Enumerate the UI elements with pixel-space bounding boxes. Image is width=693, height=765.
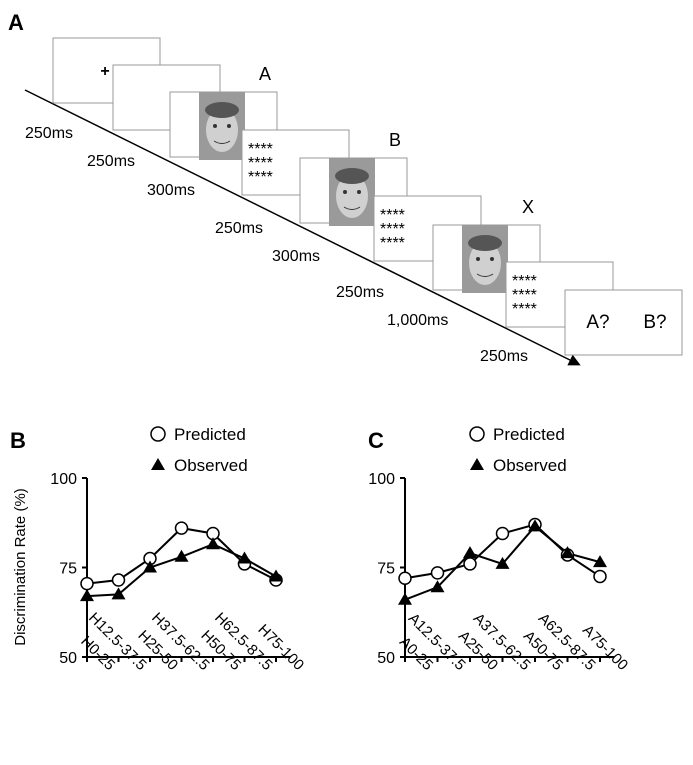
- duration: 1,000ms: [387, 312, 448, 329]
- point: [430, 580, 445, 593]
- mouth: [343, 206, 361, 210]
- point: [593, 569, 607, 584]
- response: A?: [586, 312, 609, 333]
- point: [560, 546, 575, 559]
- point: [269, 569, 283, 582]
- legend-label: Predicted: [493, 425, 565, 444]
- mouth: [213, 140, 231, 144]
- legend-marker: [469, 426, 485, 442]
- y-tick-label: 50: [377, 650, 395, 667]
- timeline: [24, 89, 581, 366]
- fixation: +: [100, 63, 109, 80]
- mouth: [476, 273, 494, 277]
- point: [398, 592, 412, 605]
- point: [206, 537, 220, 550]
- eye: [357, 190, 361, 194]
- mask: ****: [248, 169, 273, 186]
- hair: [335, 168, 369, 184]
- point: [528, 519, 542, 532]
- point: [463, 546, 477, 559]
- mask: ****: [512, 301, 537, 318]
- y-axis-label: Discrimination Rate (%): [12, 488, 29, 646]
- point: [174, 549, 189, 562]
- legend-label: Predicted: [174, 425, 246, 444]
- duration: 300ms: [272, 248, 320, 265]
- mask: ****: [512, 287, 537, 304]
- point: [80, 576, 94, 591]
- duration: 250ms: [25, 125, 73, 142]
- y-tick-label: 100: [368, 471, 395, 488]
- legend-marker: [150, 426, 166, 442]
- mask: ****: [380, 207, 405, 224]
- y-tick-label: 75: [377, 561, 395, 578]
- eye: [343, 190, 347, 194]
- point: [463, 557, 477, 571]
- legend-marker: [151, 458, 165, 470]
- stimulus-label: A: [259, 64, 271, 84]
- hair: [468, 235, 502, 251]
- duration: 250ms: [215, 220, 263, 237]
- panel-label: B: [10, 428, 26, 453]
- hair: [205, 102, 239, 118]
- eye: [227, 124, 231, 128]
- point: [143, 560, 157, 573]
- mask: ****: [380, 221, 405, 238]
- point: [111, 573, 126, 587]
- point: [237, 551, 252, 564]
- panel-label: A: [8, 10, 24, 35]
- response: B?: [643, 312, 666, 333]
- eye: [490, 257, 494, 261]
- point: [593, 555, 607, 568]
- duration: 250ms: [87, 153, 135, 170]
- y-tick-label: 75: [59, 561, 77, 578]
- mask: ****: [248, 155, 273, 172]
- point: [111, 587, 126, 600]
- legend-label: Observed: [493, 456, 567, 475]
- y-tick-label: 100: [50, 471, 77, 488]
- point: [174, 521, 189, 535]
- mask: ****: [248, 141, 273, 158]
- duration: 250ms: [336, 284, 384, 301]
- duration: 250ms: [480, 348, 528, 365]
- stimulus-label: B: [389, 130, 401, 150]
- frame: [564, 289, 683, 356]
- mask: ****: [380, 235, 405, 252]
- point: [430, 566, 445, 580]
- point: [495, 556, 510, 569]
- mask: ****: [512, 273, 537, 290]
- stimulus-label: X: [522, 197, 534, 217]
- point: [495, 526, 510, 541]
- legend-label: Observed: [174, 456, 248, 475]
- duration: 300ms: [147, 182, 195, 199]
- legend-marker: [470, 458, 484, 470]
- panel-label: C: [368, 428, 384, 453]
- eye: [213, 124, 217, 128]
- eye: [476, 257, 480, 261]
- point: [80, 589, 94, 602]
- y-tick-label: 50: [59, 650, 77, 667]
- point: [398, 571, 412, 585]
